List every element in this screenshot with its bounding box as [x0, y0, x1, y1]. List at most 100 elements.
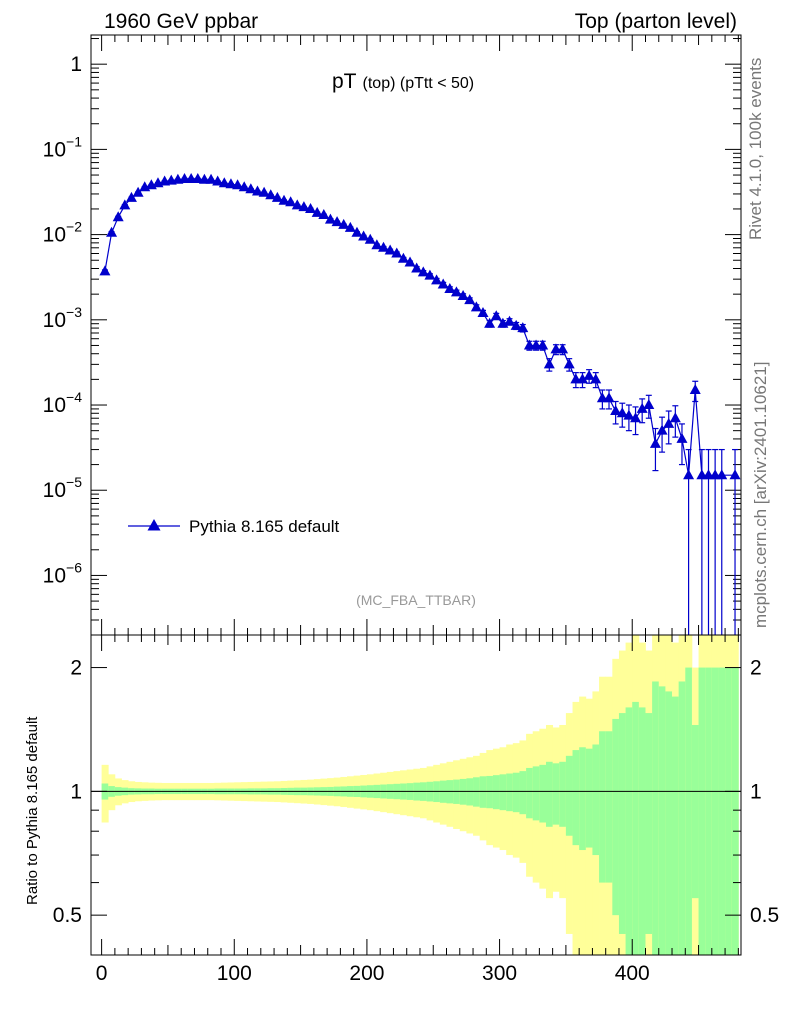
- ratio-plot-frame: [90, 634, 742, 956]
- ratio-band-green: [499, 774, 507, 811]
- ratio-band-green: [552, 763, 560, 825]
- x-tick-label: 0: [96, 962, 108, 985]
- ratio-band-green: [572, 750, 580, 846]
- x-tick-label: 100: [217, 962, 252, 985]
- data-point: [689, 384, 701, 395]
- ratio-band-green: [718, 667, 726, 955]
- ratio-band-green: [685, 667, 693, 955]
- plot-title-sub: (top) (pTtt < 50): [363, 75, 475, 92]
- ratio-band-green: [486, 775, 494, 809]
- y-tick-label: 10−1: [43, 133, 83, 161]
- ratio-axis-ticks: 0.5 0.5 1 1 2 2 0 100 200 300 400: [53, 635, 779, 985]
- data-point: [331, 216, 343, 227]
- y-tick-label: 10−2: [43, 219, 83, 247]
- ratio-band-green: [473, 777, 481, 807]
- data-point: [132, 186, 144, 197]
- legend: Pythia 8.165 default: [128, 517, 340, 536]
- data-point: [291, 199, 303, 210]
- ratio-band-green: [519, 771, 527, 815]
- data-point: [285, 196, 297, 207]
- data-point: [298, 201, 310, 212]
- data-point: [324, 213, 336, 224]
- ratio-band-green: [599, 731, 607, 883]
- ratio-band-green: [605, 731, 613, 883]
- y-tick-label: 10−3: [43, 304, 83, 332]
- y-tick-label-exp: −4: [66, 389, 82, 405]
- ratio-band-green: [612, 718, 620, 916]
- data-point: [683, 469, 695, 480]
- y-tick-label-base: 1: [70, 53, 82, 76]
- series-line: [104, 178, 735, 476]
- data-point: [106, 226, 118, 237]
- data-point: [391, 247, 403, 258]
- data-point: [643, 399, 655, 410]
- data-point: [656, 424, 668, 435]
- ratio-band-green: [526, 767, 534, 819]
- data-point: [318, 208, 330, 219]
- data-point: [576, 373, 588, 384]
- ratio-band-green: [479, 776, 487, 808]
- data-point: [311, 206, 323, 217]
- y-tick-label-base: 10: [43, 394, 66, 417]
- data-point: [457, 290, 469, 301]
- data-point: [470, 301, 482, 312]
- ratio-band-green: [585, 748, 593, 848]
- rivet-label: Rivet 4.1.0, 100k events: [746, 58, 765, 240]
- data-point: [225, 178, 237, 189]
- data-point: [623, 409, 635, 420]
- data-point: [490, 310, 502, 321]
- data-point: [669, 412, 681, 423]
- ratio-band-green: [645, 713, 653, 934]
- data-point: [616, 407, 628, 418]
- data-point: [397, 252, 409, 263]
- ratio-y-tick-label-left: 0.5: [53, 904, 82, 927]
- data-point: [99, 265, 111, 276]
- data-point: [603, 392, 615, 403]
- ratio-y-tick-label-right: 1: [750, 780, 762, 803]
- y-tick-label-base: 10: [43, 564, 66, 587]
- data-point: [218, 177, 230, 188]
- ratio-band-green: [625, 707, 633, 955]
- y-tick-label-exp: −2: [66, 219, 82, 235]
- y-tick-label: 1: [70, 53, 82, 76]
- main-panel: 110−110−210−310−410−510−6: [43, 34, 742, 636]
- data-point: [384, 244, 396, 255]
- y-tick-label: 10−4: [43, 389, 83, 417]
- mcplots-label: mcplots.cern.ch [arXiv:2401.10621]: [751, 362, 770, 628]
- main-axis-ticks: 110−110−210−310−410−510−6: [43, 35, 741, 636]
- data-point: [119, 199, 131, 210]
- data-point: [649, 437, 661, 448]
- data-point: [205, 173, 217, 184]
- y-tick-label: 10−6: [43, 559, 83, 587]
- header-left: 1960 GeV ppbar: [104, 10, 258, 33]
- legend-label: Pythia 8.165 default: [189, 517, 340, 536]
- data-point: [238, 181, 250, 192]
- ratio-band-green: [618, 713, 626, 934]
- data-point: [364, 233, 376, 244]
- main-series: [99, 172, 741, 635]
- data-point: [265, 189, 277, 200]
- data-point: [424, 269, 436, 280]
- data-point: [537, 339, 549, 350]
- data-point: [477, 307, 489, 318]
- ratio-band-green: [512, 772, 520, 813]
- x-tick-label: 300: [482, 962, 517, 985]
- data-point: [729, 469, 741, 480]
- data-point: [112, 211, 124, 222]
- ratio-band-green: [579, 747, 587, 851]
- data-point: [444, 282, 456, 293]
- data-point: [344, 221, 356, 232]
- ratio-band-green: [506, 773, 514, 812]
- data-point: [716, 469, 728, 480]
- ratio-band-green: [665, 691, 673, 955]
- data-point: [583, 369, 595, 380]
- data-point: [232, 179, 244, 190]
- data-point: [358, 230, 370, 241]
- ratio-panel: 0.5 0.5 1 1 2 2 0 100 200 300 400 Ratio to Pythia …: [24, 634, 779, 985]
- ratio-bands: [101, 635, 739, 955]
- data-point: [431, 274, 443, 285]
- data-point: [258, 186, 270, 197]
- ratio-band-green: [725, 667, 733, 955]
- y-tick-label-base: 10: [43, 224, 66, 247]
